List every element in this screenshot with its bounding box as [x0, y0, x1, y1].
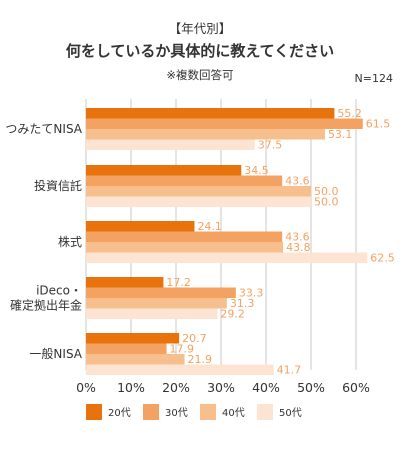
x-tick-label: 0%: [76, 380, 96, 395]
bar: [86, 196, 311, 207]
bar: [86, 139, 255, 150]
category-label: 確定拠出年金: [10, 298, 82, 313]
data-label: 34.5: [244, 164, 269, 177]
x-tick-label: 30%: [207, 380, 235, 395]
sample-size: N=124: [355, 72, 393, 85]
x-tick-label: 10%: [117, 380, 145, 395]
data-label: 50.0: [314, 196, 339, 209]
data-label: 17.9: [170, 343, 195, 356]
data-label: 43.8: [286, 241, 311, 254]
bar: [86, 165, 242, 176]
category-label: iDeco・: [36, 284, 82, 298]
chart-title: 何をしているか具体的に教えてください: [66, 42, 334, 60]
legend-swatch: [257, 404, 273, 420]
data-label: 55.2: [337, 107, 362, 120]
category-label: 投資信託: [34, 178, 82, 193]
bar: [86, 221, 195, 232]
data-label: 62.5: [370, 252, 395, 265]
bar: [86, 343, 167, 354]
chart-subtitle: ※複数回答可: [166, 68, 233, 82]
bar: [86, 108, 335, 119]
legend-swatch: [86, 404, 102, 420]
data-label: 33.3: [239, 287, 264, 300]
x-tick-label: 50%: [297, 380, 325, 395]
data-label: 24.1: [197, 220, 222, 233]
bar: [86, 175, 283, 186]
bar: [86, 129, 325, 140]
data-label: 37.5: [258, 139, 283, 152]
data-label: 50.0: [314, 185, 339, 198]
data-label: 41.7: [277, 364, 302, 377]
category-label: 株式: [58, 234, 82, 249]
data-label: 29.2: [220, 308, 245, 321]
legend-label: 20代: [108, 407, 131, 419]
bar: [86, 298, 227, 309]
legend-label: 30代: [165, 407, 188, 419]
data-label: 17.2: [166, 276, 191, 289]
bar: [86, 242, 284, 253]
bar: [86, 118, 363, 129]
x-tick-label: 20%: [162, 380, 190, 395]
bar: [86, 231, 283, 242]
data-label: 61.5: [366, 118, 391, 131]
data-label: 20.7: [182, 332, 207, 345]
x-tick-label: 60%: [342, 380, 370, 395]
x-tick-label: 40%: [252, 380, 280, 395]
bar: [86, 287, 236, 298]
legend-swatch: [143, 404, 159, 420]
legend-label: 40代: [222, 407, 245, 419]
data-label: 43.6: [285, 175, 310, 188]
data-label: 43.6: [285, 231, 310, 244]
category-label: 一般NISA: [29, 346, 82, 361]
data-label: 53.1: [328, 128, 353, 141]
legend-swatch: [200, 404, 216, 420]
bar: [86, 186, 311, 197]
bar: [86, 333, 180, 344]
legend-label: 50代: [279, 407, 302, 419]
bar: [86, 354, 185, 365]
category-tag: 【年代別】: [169, 21, 232, 36]
bar: [86, 252, 368, 263]
bar: [86, 308, 218, 319]
bar: [86, 277, 164, 288]
bar: [86, 364, 274, 375]
data-label: 21.9: [188, 353, 213, 366]
legend: 20代 30代 40代 50代: [86, 404, 302, 420]
data-label: 31.3: [230, 297, 255, 310]
category-label: つみたてNISA: [5, 122, 82, 136]
